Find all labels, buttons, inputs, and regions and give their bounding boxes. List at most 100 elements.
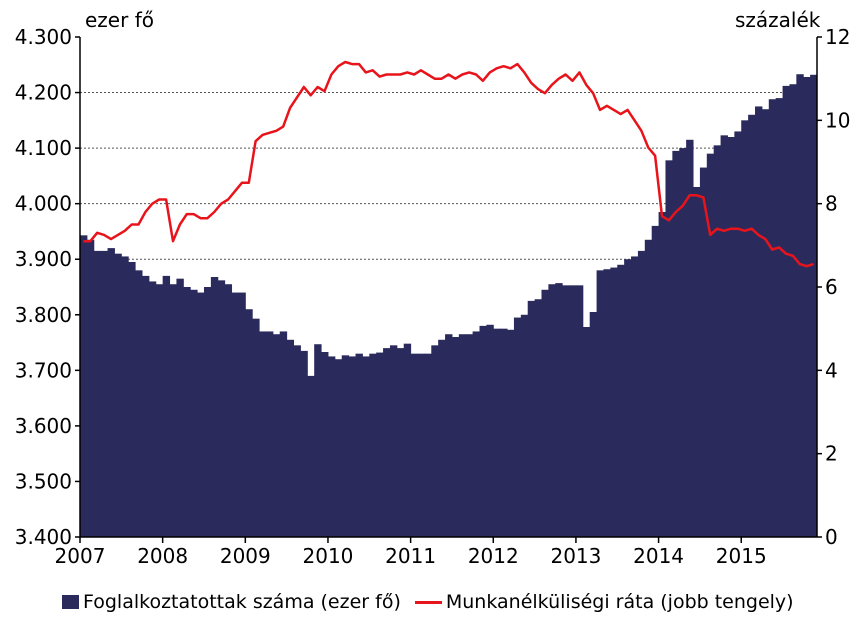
bar — [720, 135, 728, 538]
bar — [679, 148, 687, 537]
bar — [396, 348, 405, 537]
bar — [624, 259, 632, 537]
bar — [569, 285, 577, 537]
bar — [217, 280, 226, 537]
bar — [803, 77, 811, 537]
left-tick-label: 4.300 — [15, 25, 72, 49]
bar — [389, 345, 398, 537]
bar — [775, 98, 784, 537]
bar — [589, 312, 598, 537]
right-axis-unit: százalék — [735, 8, 821, 32]
right-tick-label: 8 — [825, 192, 838, 216]
bar-series — [80, 74, 818, 538]
legend-bar-swatch — [62, 595, 79, 609]
bar — [169, 284, 177, 537]
bar — [472, 331, 480, 537]
bar — [272, 334, 281, 537]
bar — [527, 300, 536, 537]
bar — [658, 212, 666, 537]
bar — [534, 299, 542, 537]
tick-labels: 4.300 4.200 4.100 4.000 3.900 3.800 3.700 3.600… — [15, 25, 851, 568]
bar — [348, 356, 357, 537]
bar — [810, 74, 818, 538]
left-tick-label: 3.800 — [15, 303, 72, 327]
bar — [617, 264, 625, 537]
bar — [582, 327, 591, 537]
bar — [686, 139, 694, 537]
bar — [479, 325, 487, 537]
bar — [265, 331, 274, 537]
bar — [768, 99, 777, 537]
bar — [451, 337, 460, 537]
bar — [513, 317, 522, 537]
left-tick-label: 4.100 — [15, 136, 72, 160]
bar — [80, 235, 88, 538]
gridlines — [80, 92, 817, 260]
x-tick-label: 2009 — [220, 544, 271, 568]
bar — [114, 253, 122, 537]
bar — [369, 353, 377, 537]
bar — [424, 353, 432, 537]
bar — [252, 318, 260, 537]
bar — [162, 275, 171, 537]
x-tick-label: 2013 — [550, 544, 601, 568]
bar — [293, 345, 301, 537]
left-axis-unit: ezer fő — [85, 8, 154, 32]
bar — [417, 353, 425, 537]
bar — [761, 109, 770, 537]
bar — [596, 270, 604, 537]
x-tick-label: 2015 — [716, 544, 767, 568]
bar — [631, 256, 639, 537]
x-tick-label: 2010 — [303, 544, 354, 568]
bar — [286, 339, 295, 537]
bar — [741, 120, 749, 537]
bar — [575, 285, 584, 537]
bar — [727, 137, 735, 537]
bar — [789, 84, 797, 537]
bar — [245, 309, 253, 537]
bar — [300, 350, 308, 537]
bar — [355, 353, 363, 537]
bar — [706, 153, 715, 537]
x-tick-label: 2014 — [633, 544, 684, 568]
bar — [383, 348, 391, 537]
bar — [782, 85, 790, 537]
bar — [155, 284, 164, 537]
left-tick-label: 3.900 — [15, 247, 72, 271]
legend-line-swatch — [414, 600, 442, 604]
bar — [224, 284, 233, 537]
x-tick-label: 2012 — [468, 544, 519, 568]
bar — [141, 275, 150, 537]
bar — [562, 285, 570, 537]
unemployment-line — [83, 60, 814, 268]
right-tick-label: 2 — [825, 442, 838, 466]
bar — [651, 225, 660, 537]
legend: Foglalkoztatottak száma (ezer fő) Munkan… — [62, 591, 794, 613]
bar — [610, 267, 618, 537]
bar — [197, 292, 205, 537]
bar — [734, 131, 742, 537]
bar — [128, 262, 136, 537]
bar — [748, 114, 756, 538]
bar — [100, 250, 109, 537]
right-tick-label: 10 — [825, 108, 850, 132]
bar — [341, 355, 350, 537]
bar — [603, 269, 611, 537]
bar — [500, 328, 508, 537]
left-tick-label: 3.500 — [15, 469, 72, 493]
bar — [121, 256, 129, 537]
right-tick-label: 6 — [825, 275, 838, 299]
legend-bar-label: Foglalkoztatottak száma (ezer fő) — [83, 591, 401, 613]
legend-line-label: Munkanélküliségi ráta (jobb tengely) — [445, 591, 794, 613]
bar — [410, 353, 419, 537]
bar — [672, 150, 680, 537]
bar — [148, 281, 157, 537]
bar — [403, 343, 412, 537]
bar — [203, 287, 212, 537]
bar — [555, 283, 563, 537]
bar — [362, 356, 370, 537]
bar — [176, 278, 184, 537]
x-tick-label: 2011 — [385, 544, 436, 568]
right-tick-label: 4 — [825, 358, 838, 382]
